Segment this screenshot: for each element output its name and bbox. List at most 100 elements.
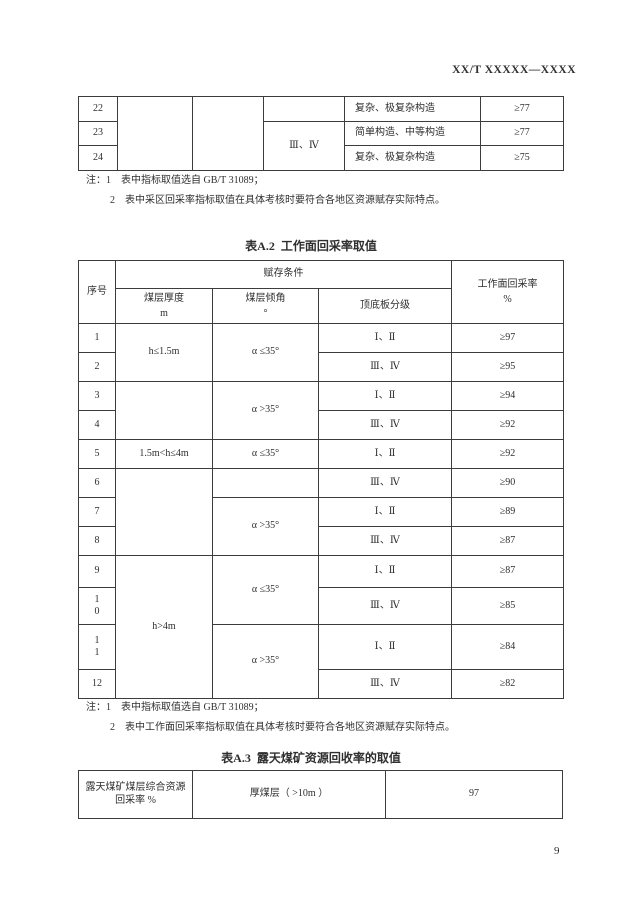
note-line: 注： 1 表中指标取值选自 GB/T 31089； bbox=[86, 703, 556, 713]
note-line: 2 表中工作面回采率指标取值在具体考核时要符合各地区资源赋存实际特点。 bbox=[86, 723, 556, 733]
grade-cell: Ⅰ、Ⅱ bbox=[318, 555, 452, 588]
thickness-cell: h≤1.5m bbox=[115, 323, 213, 382]
header-grade: 顶底板分级 bbox=[318, 288, 452, 324]
category-cell: 厚煤层（ >10m ） bbox=[192, 770, 386, 819]
seq-cell: 5 bbox=[78, 439, 116, 469]
structure-cell: 复杂、极复杂构造 bbox=[344, 96, 481, 122]
note-label: 注： bbox=[86, 175, 106, 186]
angle-cell: α ≤35° bbox=[212, 439, 319, 469]
angle-cell-empty bbox=[192, 96, 264, 171]
value-cell: ≥82 bbox=[451, 669, 564, 699]
header-seq: 序号 bbox=[78, 260, 116, 324]
angle-cell: α >35° bbox=[212, 624, 319, 699]
note-text: 表中采区回采率指标取值在具体考核时要符合各地区资源赋存实际特点。 bbox=[125, 195, 445, 206]
note-number: 2 bbox=[110, 722, 115, 733]
thickness-cell-empty bbox=[117, 96, 193, 171]
value-cell: ≥85 bbox=[451, 587, 564, 625]
table-a3: 露天煤矿煤层综合资源 回采率 % 厚煤层（ >10m ） 97 bbox=[78, 770, 563, 819]
seq-cell: 1 0 bbox=[78, 587, 116, 625]
page-number: 9 bbox=[554, 845, 560, 857]
header-condition: 赋存条件 bbox=[115, 260, 452, 289]
angle-cell: α >35° bbox=[212, 381, 319, 440]
grade-cell: Ⅰ、Ⅱ bbox=[318, 624, 452, 670]
seq-cell: 12 bbox=[78, 669, 116, 699]
note-number: 1 bbox=[106, 175, 111, 186]
table-a2: 序号 赋存条件 工作面回采率 % 煤层厚度 m 煤层倾角 ° 顶底板分级 1 h… bbox=[78, 260, 564, 699]
table-row: 5 1.5m<h≤4m α ≤35° Ⅰ、Ⅱ ≥92 bbox=[78, 439, 564, 469]
value-cell: ≥77 bbox=[480, 96, 564, 122]
note-line: 注： 1 表中指标取值选自 GB/T 31089； bbox=[86, 176, 556, 186]
value-cell: ≥95 bbox=[451, 352, 564, 382]
table-a2-notes: 注： 1 表中指标取值选自 GB/T 31089； 2 表中工作面回采率指标取值在具体… bbox=[86, 703, 556, 743]
structure-cell: 简单构造、中等构造 bbox=[344, 121, 481, 146]
seq-cell: 2 bbox=[78, 352, 116, 382]
table-row: 6 Ⅲ、Ⅳ ≥90 bbox=[78, 468, 564, 556]
standard-code: XX/T XXXXX—XXXX bbox=[452, 64, 576, 76]
table-a1-notes: 注： 1 表中指标取值选自 GB/T 31089； 2 表中采区回采率指标取值在具体考… bbox=[86, 176, 556, 216]
seq-cell: 3 bbox=[78, 381, 116, 411]
table-a1: 22 复杂、极复杂构造 ≥77 23 Ⅲ、Ⅳ 简单构造、中等构造 ≥77 24 … bbox=[78, 96, 564, 171]
table-row: 1 0 Ⅲ、Ⅳ ≥85 bbox=[78, 587, 564, 625]
header-thickness: 煤层厚度 m bbox=[115, 288, 213, 324]
seq-cell: 7 bbox=[78, 497, 116, 527]
note-number: 2 bbox=[110, 195, 115, 206]
value-cell: ≥89 bbox=[451, 497, 564, 527]
grade-cell: Ⅲ、Ⅳ bbox=[318, 410, 452, 440]
note-text: 表中工作面回采率指标取值在具体考核时要符合各地区资源赋存实际特点。 bbox=[125, 722, 455, 733]
table-a2-title: 表A.2 工作面回采率取值 bbox=[245, 239, 377, 253]
seq-cell: 22 bbox=[78, 96, 118, 122]
value-cell: 97 bbox=[385, 770, 563, 819]
header-angle-label: 煤层倾角 bbox=[245, 293, 286, 304]
table-row: 9 h>4m α ≤35° Ⅰ、Ⅱ ≥87 bbox=[78, 555, 564, 699]
note-text: 表中指标取值选自 GB/T 31089； bbox=[121, 175, 264, 186]
header-recovery-label: 工作面回采率 bbox=[477, 279, 538, 290]
grade-cell: Ⅲ、Ⅳ bbox=[318, 352, 452, 382]
thickness-cell bbox=[115, 468, 213, 556]
structure-cell: 复杂、极复杂构造 bbox=[344, 145, 481, 171]
seq-cell: 6 bbox=[78, 468, 116, 498]
grade-cell: Ⅲ、Ⅳ bbox=[318, 468, 452, 498]
note-label: 注： bbox=[86, 702, 106, 713]
grade-cell: Ⅲ、Ⅳ bbox=[318, 587, 452, 625]
header-thickness-label: 煤层厚度 bbox=[144, 293, 184, 304]
grade-cell: Ⅰ、Ⅱ bbox=[318, 323, 452, 353]
value-cell: ≥92 bbox=[451, 410, 564, 440]
value-cell: ≥97 bbox=[451, 323, 564, 353]
value-cell: ≥87 bbox=[451, 526, 564, 556]
table-row: 3 α >35° Ⅰ、Ⅱ ≥94 bbox=[78, 381, 564, 440]
table-row: 7 α >35° Ⅰ、Ⅱ ≥89 bbox=[78, 497, 564, 556]
table-row: 2 Ⅲ、Ⅳ ≥95 bbox=[78, 352, 564, 382]
thickness-cell: 1.5m<h≤4m bbox=[115, 439, 213, 469]
angle-cell bbox=[212, 468, 319, 498]
value-cell: ≥90 bbox=[451, 468, 564, 498]
value-cell: ≥92 bbox=[451, 439, 564, 469]
grade-cell: Ⅰ、Ⅱ bbox=[318, 381, 452, 411]
table-row: 12 Ⅲ、Ⅳ ≥82 bbox=[78, 669, 564, 699]
grade-cell: Ⅲ、Ⅳ bbox=[263, 121, 345, 171]
table-row: 22 复杂、极复杂构造 ≥77 bbox=[78, 96, 564, 171]
value-cell: ≥87 bbox=[451, 555, 564, 588]
seq-cell: 1 bbox=[78, 323, 116, 353]
seq-cell: 8 bbox=[78, 526, 116, 556]
value-cell: ≥75 bbox=[480, 145, 564, 171]
table-a2-wrap: 序号 赋存条件 工作面回采率 % 煤层厚度 m 煤层倾角 ° 顶底板分级 1 h… bbox=[78, 260, 564, 699]
table-a1-continuation: 22 复杂、极复杂构造 ≥77 23 Ⅲ、Ⅳ 简单构造、中等构造 ≥77 24 … bbox=[78, 96, 564, 171]
note-number: 1 bbox=[106, 702, 111, 713]
thickness-cell: h>4m bbox=[115, 555, 213, 699]
seq-cell: 4 bbox=[78, 410, 116, 440]
header-row: 序号 赋存条件 工作面回采率 % bbox=[78, 260, 564, 324]
grade-cell: Ⅲ、Ⅳ bbox=[318, 669, 452, 699]
header-subrow: 煤层厚度 m 煤层倾角 ° 顶底板分级 bbox=[79, 288, 564, 324]
header-angle: 煤层倾角 ° bbox=[212, 288, 319, 324]
note-line: 2 表中采区回采率指标取值在具体考核时要符合各地区资源赋存实际特点。 bbox=[86, 196, 556, 206]
note-text: 表中指标取值选自 GB/T 31089； bbox=[121, 702, 264, 713]
seq-cell: 23 bbox=[78, 121, 118, 146]
table-row: 1 h≤1.5m α ≤35° Ⅰ、Ⅱ ≥97 bbox=[78, 323, 564, 382]
value-cell: ≥94 bbox=[451, 381, 564, 411]
header-angle-unit: ° bbox=[263, 308, 268, 319]
table-a3-wrap: 露天煤矿煤层综合资源 回采率 % 厚煤层（ >10m ） 97 bbox=[78, 770, 563, 819]
table-a3-title: 表A.3 露天煤矿资源回收率的取值 bbox=[221, 751, 401, 765]
grade-cell: Ⅰ、Ⅱ bbox=[318, 439, 452, 469]
table-row: 24 复杂、极复杂构造 ≥75 bbox=[78, 145, 564, 171]
thickness-cell bbox=[115, 381, 213, 440]
